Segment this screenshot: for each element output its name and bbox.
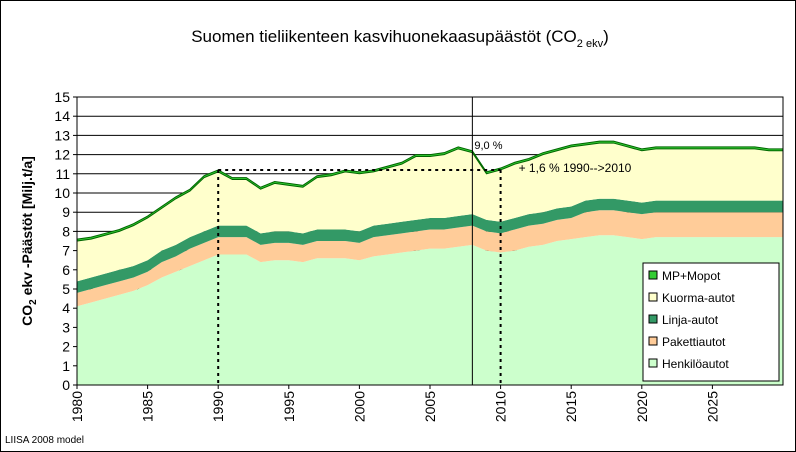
y-tick-label: 10 (54, 185, 70, 201)
legend-label: Kuorma-autot (662, 291, 735, 305)
area (77, 235, 783, 385)
legend-swatch (648, 292, 658, 302)
x-tick-label: 1990 (210, 391, 226, 422)
y-tick-label: 11 (55, 166, 70, 182)
x-tick-label: 1985 (140, 391, 156, 422)
x-tick-label: 2015 (563, 391, 579, 422)
y-tick-label: 3 (62, 319, 70, 335)
legend-label: MP+Mopot (662, 269, 721, 283)
forecast-label: 9,0 % (474, 140, 502, 152)
comparison-label: + 1,6 % 1990-->2010 (519, 161, 632, 175)
legend-label: Henkilöautot (662, 357, 729, 371)
y-tick-label: 12 (54, 147, 70, 163)
y-tick-label: 13 (54, 127, 70, 143)
y-label-end: ekv -Päästöt [Milj.t/a] (19, 156, 35, 299)
x-tick-label: 1980 (69, 391, 85, 422)
legend-label: Linja-autot (662, 313, 719, 327)
x-tick-label: 1995 (281, 391, 297, 422)
x-tick-label: 2000 (351, 391, 367, 422)
y-tick-label: 6 (62, 262, 70, 278)
x-tick-label: 2025 (704, 391, 720, 422)
y-label-main: CO (19, 305, 35, 326)
y-tick-label: 5 (62, 281, 70, 297)
y-tick-label: 1 (62, 358, 70, 374)
legend-swatch (648, 314, 658, 324)
title-end: ) (603, 27, 609, 46)
title-main: Suomen tieliikenteen kasvihuonekaasupääs… (191, 27, 577, 46)
x-tick-label: 2010 (493, 391, 509, 422)
legend-swatch (648, 336, 658, 346)
chart-title: Suomen tieliikenteen kasvihuonekaasupääs… (191, 27, 609, 50)
title-sub: 2 ekv (577, 38, 604, 50)
legend-swatch (648, 358, 658, 368)
y-label-sub: 2 (28, 299, 39, 305)
y-tick-label: 15 (54, 89, 70, 105)
y-tick-label: 9 (62, 204, 70, 220)
area (77, 143, 783, 282)
y-tick-label: 2 (62, 339, 70, 355)
y-tick-label: 4 (62, 300, 70, 316)
y-axis-label: CO2 ekv -Päästöt [Milj.t/a] (19, 156, 39, 326)
footer: LIISA 2008 model (5, 435, 84, 446)
area (77, 210, 783, 307)
y-tick-label: 0 (62, 377, 70, 393)
y-tick-label: 7 (62, 243, 70, 259)
y-tick-label: 14 (54, 108, 70, 124)
y-tick-label: 8 (62, 223, 70, 239)
legend-box (642, 262, 780, 382)
x-tick-label: 2020 (634, 391, 650, 422)
legend-label: Pakettiautot (662, 335, 726, 349)
x-tick-label: 2005 (422, 391, 438, 422)
area (77, 198, 783, 293)
legend-swatch (648, 270, 658, 280)
